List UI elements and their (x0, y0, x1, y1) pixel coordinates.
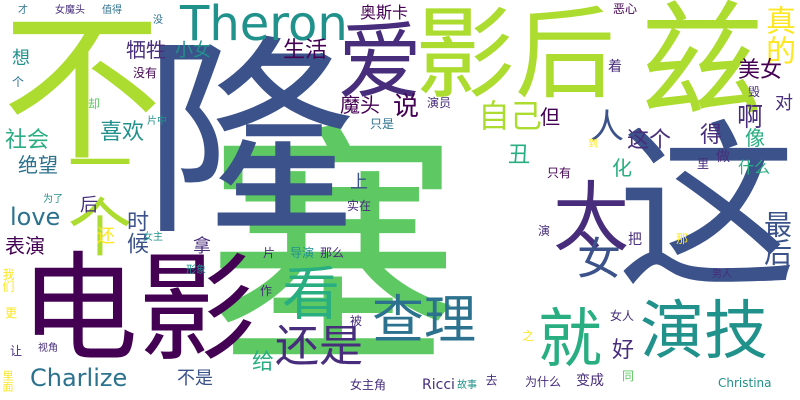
word-na-that: 那 (676, 232, 689, 246)
word-nvzhu: 女主 (143, 232, 163, 243)
word-ren: 人 (590, 107, 624, 147)
word-yanji: 演技 (640, 295, 768, 369)
word-shenghuo: 生活 (283, 38, 328, 63)
word-cai: 才 (18, 5, 28, 16)
word-weishenme: 为什么 (525, 375, 562, 389)
word-aosika: 奥斯卡 (360, 3, 409, 22)
word-se: 塞 (205, 104, 461, 400)
word-long: 隆 (143, 17, 355, 264)
word-dan: 但 (540, 105, 560, 129)
word-juewang: 绝望 (18, 153, 58, 177)
word-jiu: 就 (538, 303, 602, 377)
word-haishi: 还是 (275, 321, 363, 372)
word-exin: 恶心 (613, 2, 638, 16)
word-gushi: 故事 (457, 380, 477, 391)
word-zhi: 之 (522, 329, 535, 343)
word-dianying: 电影 (20, 240, 257, 378)
word-yan: 演 (538, 224, 551, 238)
word-nvren: 女人 (610, 309, 635, 323)
word-daoyan: 导演 (290, 246, 315, 260)
word-zhishi: 只是 (370, 117, 395, 131)
word-yinghou: 影后 (415, 0, 615, 113)
word-zuo: 做 (716, 149, 730, 165)
word-zhao: 着 (608, 59, 622, 75)
word-yanyuan: 演员 (427, 96, 452, 110)
word-meinv: 美女 (738, 58, 783, 83)
word-biaoyan: 表演 (5, 234, 45, 258)
word-xiang-think: 想 (9, 48, 30, 66)
word-hui: 毁 (748, 85, 761, 99)
word-tai: 太 (553, 173, 629, 262)
word-hao: 好 (612, 338, 635, 363)
word-motou: 魔头 (340, 93, 380, 117)
word-nanren: 男人 (712, 269, 732, 280)
word-xisheng: 牺牲 (126, 38, 166, 62)
word-rang: 让 (10, 344, 23, 358)
word-gei: 给 (252, 350, 275, 375)
word-charlize: Charlize (30, 364, 128, 392)
word-biancheng: 变成 (576, 373, 604, 389)
word-zhe: 这 (617, 105, 798, 314)
word-pian: 片 (263, 246, 276, 260)
word-zhide: 值得 (102, 5, 122, 16)
word-women: 我们 (1, 268, 15, 292)
word-bei: 被 (350, 314, 363, 328)
word-shizai: 实在 (347, 199, 372, 213)
word-ricci: Ricci (422, 377, 455, 393)
word-hou: 后 (80, 195, 98, 216)
word-bushi: 不是 (177, 368, 213, 389)
word-weile: 为了 (43, 194, 63, 205)
word-tong: 同 (622, 369, 635, 383)
word-theron: Theron (180, 0, 348, 52)
word-xiang: 像 (745, 126, 765, 150)
word-yiyang: 一样 (340, 147, 365, 161)
word-zi: 兹 (640, 0, 765, 134)
word-chou: 丑 (508, 143, 531, 168)
word-nv: 女 (577, 234, 621, 285)
word-dui: 对 (775, 93, 793, 114)
word-shehui: 社会 (5, 128, 50, 153)
word-bu: 不 (2, 0, 163, 183)
word-na: 拿 (193, 236, 211, 257)
word-zhiyou: 只有 (547, 166, 572, 180)
word-xingxiang: 形象 (186, 265, 206, 276)
word-shenme: 什么 (738, 158, 771, 177)
word-li: 里 (697, 157, 710, 171)
word-kan: 看 (282, 260, 341, 328)
word-de: 得 (700, 123, 723, 148)
word-zuihou: 最后 (760, 210, 793, 266)
word-love: love (10, 203, 61, 231)
word-hai: 还 (97, 226, 115, 247)
word-pianzhong: 片中 (147, 116, 167, 127)
word-a: 啊 (737, 103, 764, 133)
word-dao: 到 (588, 139, 598, 150)
word-chali: 查理 (372, 291, 477, 351)
word-zhende: 真的 (760, 5, 795, 65)
word-nvzhujiao: 女主角 (350, 378, 387, 392)
word-shihou: 时候 (123, 210, 148, 254)
word-zhege: 这个 (627, 128, 672, 153)
word-ziji: 自己 (478, 97, 543, 135)
word-nvmotou: 女魔头 (55, 5, 85, 16)
word-qu: 去 (484, 374, 498, 386)
word-shang: 上 (350, 172, 368, 193)
word-mei: 没 (153, 15, 163, 26)
word-ba: 把 (628, 232, 642, 248)
word-ai: 爱 (338, 13, 423, 111)
word-zuo-make: 作 (260, 284, 273, 298)
word-ge: 个 (12, 75, 25, 89)
word-name: 那么 (320, 246, 345, 260)
word-geng: 更 (5, 306, 18, 320)
word-shijiao: 视角 (38, 343, 58, 354)
word-yige: 一个 (57, 130, 131, 258)
word-meiyou: 没有 (133, 66, 158, 80)
word-hua: 化 (612, 156, 632, 180)
word-xiaonv: 小女 (175, 40, 211, 61)
word-shuo: 说 (393, 92, 420, 122)
word-xihuan: 喜欢 (100, 120, 145, 145)
word-limian: 里面 (1, 370, 14, 392)
word-christina: Christina (718, 376, 772, 390)
word-que: 却 (88, 97, 101, 111)
